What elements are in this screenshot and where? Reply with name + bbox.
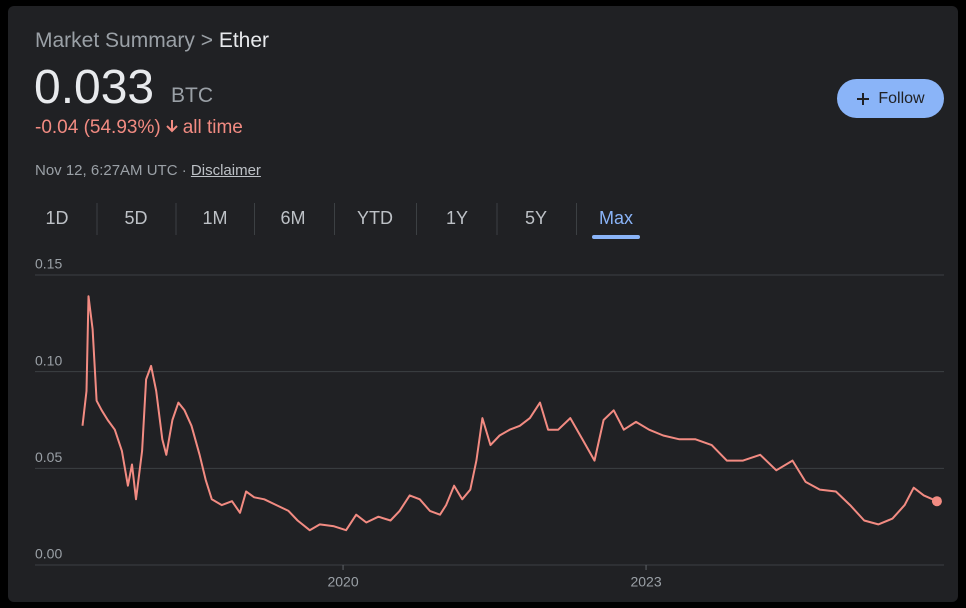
follow-label: Follow	[878, 89, 925, 107]
tab[interactable]: YTD	[357, 208, 393, 228]
dot: ·	[181, 162, 187, 179]
timestamp-line: Nov 12, 6:27AM UTC · Disclaimer	[35, 162, 261, 179]
breadcrumb-current: Ether	[218, 29, 270, 52]
breadcrumb-parent[interactable]: Market Summary	[35, 29, 195, 52]
tab[interactable]: 5Y	[525, 208, 547, 228]
end-dot	[931, 496, 942, 507]
plus-icon	[857, 92, 870, 105]
tab[interactable]: 1D	[45, 208, 68, 228]
tab[interactable]: 1Y	[446, 208, 468, 228]
change-period: all time	[182, 117, 243, 138]
breadcrumb: Market Summary > Ether	[35, 29, 269, 53]
y-tick-label: 0.15	[35, 256, 62, 272]
tab[interactable]: Max	[599, 208, 633, 228]
tab[interactable]: 6M	[280, 208, 305, 228]
panel: Market Summary > Ether 0.033 BTC -0.04 (…	[8, 6, 958, 602]
change-value: -0.04 (54.93%)	[35, 117, 161, 138]
unit: BTC	[171, 84, 213, 107]
follow-button[interactable]: Follow	[837, 79, 944, 118]
price-line	[81, 295, 938, 532]
timestamp: Nov 12, 6:27AM UTC	[35, 162, 178, 179]
tab-underline	[592, 235, 640, 239]
down-arrow	[165, 120, 178, 133]
tab[interactable]: 1M	[202, 208, 227, 228]
y-tick-label: 0.00	[35, 546, 62, 562]
breadcrumb-separator: >	[200, 29, 213, 52]
tab[interactable]: 5D	[124, 208, 147, 228]
y-tick-label: 0.10	[35, 352, 62, 368]
x-tick-label: 2023	[630, 574, 661, 590]
change: -0.04 (54.93%) all time	[35, 117, 243, 139]
disclaimer-link[interactable]: Disclaimer	[190, 162, 261, 179]
y-tick-label: 0.05	[35, 449, 62, 465]
x-tick-label: 2020	[327, 574, 358, 590]
price: 0.033	[34, 61, 155, 114]
